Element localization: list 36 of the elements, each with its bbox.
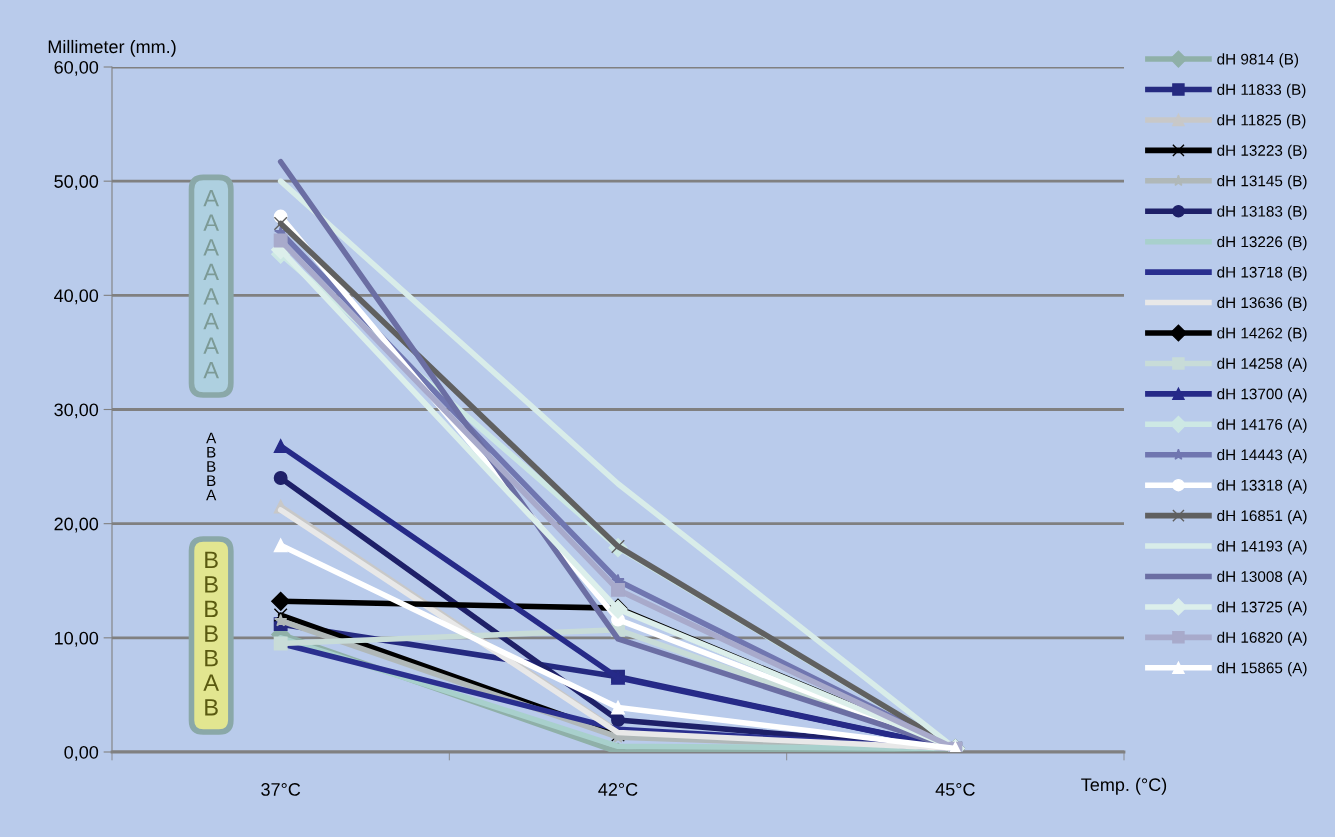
legend-label: dH 11825 (B)	[1217, 114, 1306, 129]
annotation: A A A A A A A A	[203, 190, 219, 379]
annotation: B B B B B A B	[203, 551, 219, 716]
y-axis-title: Millimeter (mm.)	[48, 39, 176, 57]
x-axis-title: Temp. (°C)	[1081, 777, 1167, 795]
annotation: A B B B A	[206, 432, 217, 501]
legend-label: dH 14193 (A)	[1217, 540, 1307, 555]
legend-label: dH 13636 (B)	[1217, 296, 1307, 312]
legend-label: dH 13145 (B)	[1217, 175, 1307, 190]
legend-label: dH 15865 (A)	[1217, 662, 1307, 677]
legend-label: dH 16820 (A)	[1217, 631, 1307, 646]
legend-label: dH 14176 (A)	[1217, 418, 1307, 433]
legend-label: dH 16851 (A)	[1217, 509, 1307, 525]
y-tick-label: 10,00	[55, 631, 99, 647]
y-tick-label: 40,00	[54, 289, 99, 305]
legend-label: dH 14258 (A)	[1217, 357, 1307, 372]
y-tick-label: 0,00	[64, 745, 99, 761]
legend-label: dH 13700 (A)	[1217, 388, 1307, 403]
legend-label: dH 13008 (A)	[1217, 570, 1307, 585]
legend-label: dH 13226 (B)	[1217, 235, 1307, 251]
legend-label: dH 11833 (B)	[1217, 83, 1306, 99]
legend-label: dH 14262 (B)	[1217, 327, 1307, 342]
y-tick-label: 60,00	[54, 60, 99, 76]
y-tick-label: 30,00	[54, 403, 99, 419]
legend-label: dH 13223 (B)	[1217, 144, 1307, 159]
y-tick-label: 20,00	[54, 517, 99, 533]
legend-label: dH 13318 (A)	[1217, 479, 1307, 494]
x-tick-label: 45°C	[935, 783, 975, 796]
legend-label: dH 13725 (A)	[1217, 601, 1307, 616]
y-tick-label: 50,00	[54, 175, 99, 191]
legend-label: dH 14443 (A)	[1217, 449, 1307, 464]
legend-label: dH 13183 (B)	[1217, 205, 1307, 220]
legend-label: dH 9814 (B)	[1217, 53, 1299, 68]
x-tick-label: 37°C	[261, 783, 301, 796]
x-tick-label: 42°C	[598, 783, 638, 796]
legend-label: dH 13718 (B)	[1217, 266, 1307, 281]
